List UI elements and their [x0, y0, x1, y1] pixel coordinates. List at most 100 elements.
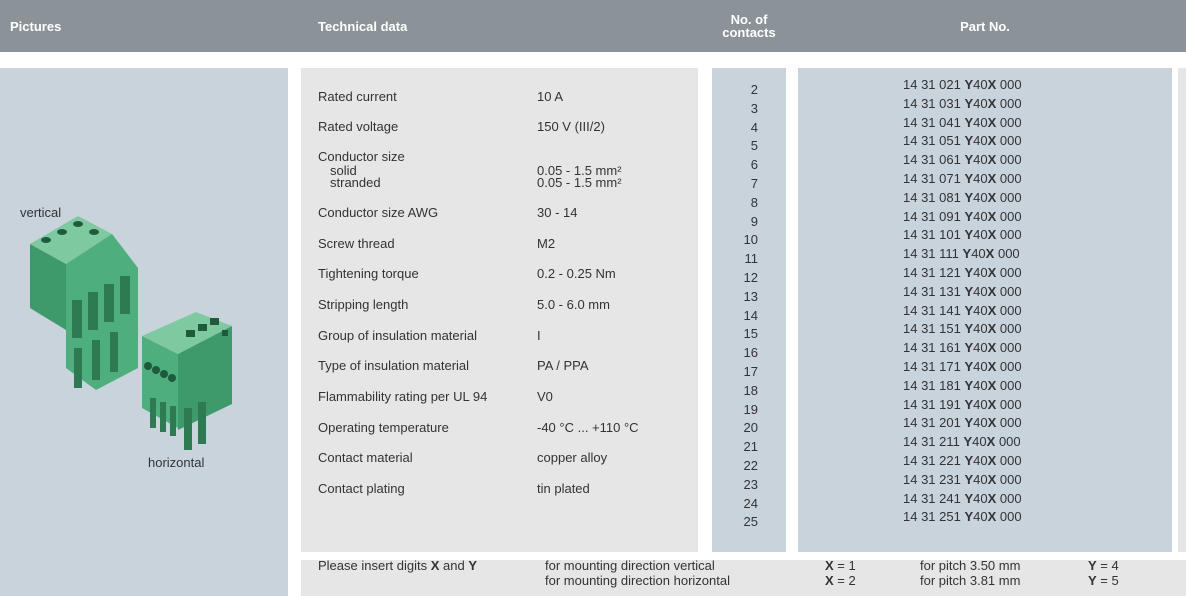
contact-count: 20: [743, 420, 758, 436]
part-x: X: [987, 114, 997, 130]
tech-value: I: [537, 328, 541, 343]
x-value: = 1: [837, 558, 856, 573]
contacts-panel: [712, 68, 786, 552]
part-code: 40: [973, 453, 988, 468]
part-code: 40: [973, 509, 988, 525]
contact-count: 11: [744, 251, 759, 267]
part-number: 14 31 231 Y40X 000: [903, 473, 1022, 486]
tech-sub-label: stranded: [330, 175, 381, 190]
part-number: 14 31 101 Y40X 000: [903, 228, 1022, 241]
part-code: 40: [973, 265, 988, 280]
part-base: 14 31 181: [903, 377, 961, 393]
vertical-connector: [30, 216, 138, 390]
part-x: X: [987, 189, 997, 205]
tech-label: Contact plating: [318, 481, 405, 496]
tech-label: Conductor size AWG: [318, 205, 439, 220]
tech-sub-label: solid: [330, 163, 357, 178]
part-x: X: [985, 246, 995, 262]
part-base: 14 31 161: [903, 340, 961, 356]
part-base: 14 31 221: [903, 453, 961, 468]
tech-label: Rated voltage: [318, 119, 399, 134]
part-y: Y: [964, 321, 974, 337]
footer-x-setting: X = 2: [825, 574, 856, 587]
contact-count: 14: [743, 307, 758, 323]
y-value: = 4: [1100, 558, 1119, 573]
tech-value: M2: [537, 236, 556, 251]
contact-count: 25: [743, 514, 758, 530]
part-end: 000: [999, 490, 1022, 506]
footer-pitch: for pitch 3.50 mm: [920, 558, 1021, 573]
x-value: = 2: [837, 573, 856, 588]
header-technical: Technical data: [318, 19, 408, 34]
part-code: 40: [973, 471, 988, 487]
part-end: 000: [999, 171, 1022, 186]
contact-count: 10: [743, 232, 758, 248]
part-base: 14 31 191: [903, 396, 961, 412]
footer-y-setting: Y = 4: [1088, 559, 1119, 572]
contact-count: 5: [750, 138, 758, 154]
part-x: X: [987, 302, 997, 318]
part-number: 14 31 221 Y40X 000: [903, 454, 1022, 467]
part-y: Y: [964, 171, 974, 186]
tech-value: 150 V (III/2): [537, 119, 605, 134]
part-number: 14 31 171 Y40X 000: [903, 360, 1022, 373]
part-y: Y: [964, 133, 974, 149]
part-base: 14 31 241: [903, 490, 961, 506]
part-code: 40: [973, 171, 988, 186]
part-code: 40: [973, 95, 988, 111]
footer-direction: for mounting direction horizontal: [545, 573, 730, 588]
part-code: 40: [971, 246, 986, 262]
footer-x: X: [430, 558, 440, 573]
part-y: Y: [962, 246, 972, 262]
tech-value: 5.0 - 6.0 mm: [537, 297, 610, 312]
tech-value: PA / PPA: [537, 358, 589, 373]
part-x: X: [987, 265, 997, 280]
part-base: 14 31 021: [903, 77, 961, 92]
part-end: 000: [999, 302, 1022, 318]
part-x: X: [986, 434, 996, 450]
part-code: 40: [973, 490, 988, 506]
part-end: 000: [999, 133, 1022, 149]
part-base: 14 31 131: [903, 283, 961, 299]
part-y: Y: [964, 396, 974, 412]
horizontal-connector: [142, 312, 232, 450]
part-code: 40: [972, 434, 987, 450]
contact-count: 6: [750, 157, 758, 173]
part-base: 14 31 141: [903, 302, 961, 318]
part-x: X: [987, 283, 997, 299]
part-number: 14 31 071 Y40X 000: [903, 172, 1022, 185]
contact-count: 24: [743, 495, 758, 511]
part-x: X: [987, 471, 997, 487]
tech-value: 10 A: [537, 89, 564, 104]
part-x: X: [987, 377, 997, 393]
tech-label: Rated current: [318, 89, 397, 104]
contact-count: 3: [750, 100, 758, 116]
part-x: X: [987, 340, 997, 356]
contact-count: 23: [743, 476, 758, 492]
part-y: Y: [964, 509, 974, 525]
part-y: Y: [964, 265, 974, 280]
contact-count: 4: [750, 119, 758, 135]
part-end: 000: [997, 246, 1020, 262]
tech-value: -40 °C ... +110 °C: [537, 420, 639, 435]
tech-label: Group of insulation material: [318, 328, 477, 343]
part-y: Y: [964, 208, 974, 224]
footer-pitch: for pitch 3.81 mm: [920, 573, 1021, 588]
part-end: 000: [999, 77, 1022, 92]
part-code: 40: [973, 359, 988, 374]
part-number: 14 31 211 Y40X 000: [903, 435, 1021, 448]
part-base: 14 31 111: [903, 246, 959, 262]
part-code: 40: [973, 377, 988, 393]
part-x: X: [987, 227, 997, 243]
part-y: Y: [964, 189, 974, 205]
header-part-no: Part No.: [960, 19, 1010, 34]
part-number: 14 31 201 Y40X 000: [903, 416, 1022, 429]
part-end: 000: [999, 359, 1022, 374]
part-x: X: [987, 133, 997, 149]
part-y: Y: [964, 227, 974, 243]
footer-direction: for mounting direction vertical: [545, 558, 715, 573]
part-y: Y: [964, 415, 974, 431]
part-end: 000: [999, 340, 1022, 356]
y-label: Y: [1088, 573, 1097, 588]
